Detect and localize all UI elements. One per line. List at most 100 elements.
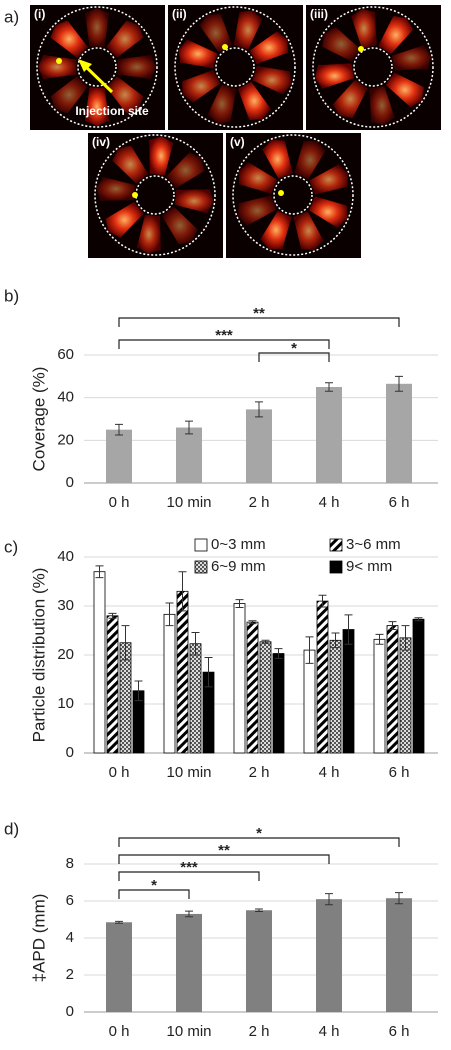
y-tick-label: 0 — [66, 1003, 74, 1020]
arrow — [82, 63, 114, 94]
error-bar — [95, 565, 104, 579]
petal — [199, 13, 233, 53]
arrow-head — [78, 59, 92, 72]
bar — [386, 898, 412, 1012]
y-tick-label: 20 — [57, 431, 74, 448]
injection-dot — [358, 46, 364, 52]
error-bar — [255, 908, 263, 913]
panel-label: c) — [4, 537, 18, 556]
legend-swatch — [194, 538, 208, 552]
image-label: (iv) — [92, 135, 110, 149]
bar — [106, 615, 119, 754]
bar — [106, 922, 132, 1012]
bar — [412, 618, 425, 754]
petal — [315, 63, 355, 89]
petal — [178, 39, 218, 69]
x-tick-label: 10 min — [166, 494, 211, 511]
petal — [106, 76, 144, 114]
panel-label: a) — [4, 7, 19, 26]
petal — [260, 210, 292, 250]
legend-label: 3~6 mm — [346, 536, 401, 553]
y-axis-label: ‡APD (mm) — [29, 894, 48, 983]
y-tick-label: 40 — [57, 548, 74, 565]
petal — [238, 162, 278, 194]
petal — [378, 15, 414, 55]
error-bar — [401, 625, 410, 651]
injection-dot — [278, 190, 284, 196]
injection-dot — [132, 192, 138, 198]
petal — [117, 54, 156, 80]
x-tick-label: 6 h — [389, 1023, 410, 1040]
x-tick-label: 6 h — [389, 764, 410, 781]
outer-ring — [36, 6, 158, 128]
petal — [238, 195, 277, 226]
legend-label: 9< mm — [346, 558, 392, 575]
petal — [149, 136, 174, 176]
outer-ring — [232, 134, 354, 256]
y-axis-label: Coverage (%) — [29, 367, 48, 472]
image-label: (iii) — [310, 7, 328, 21]
petal — [262, 140, 293, 179]
significance-bracket — [118, 339, 330, 349]
x-tick-label: 2 h — [249, 1023, 270, 1040]
petal — [233, 10, 263, 50]
bar — [163, 613, 176, 754]
x-tick-label: 2 h — [249, 494, 270, 511]
petal — [351, 9, 377, 49]
petal — [96, 176, 136, 201]
error-bar — [191, 631, 200, 656]
petal — [293, 211, 324, 250]
petal — [174, 189, 214, 214]
y-tick-label: 8 — [66, 855, 74, 872]
bar — [386, 625, 399, 754]
error-bar — [185, 420, 193, 435]
petal — [249, 31, 289, 65]
image-label: (ii) — [172, 7, 187, 21]
bar — [259, 641, 272, 754]
petal — [207, 84, 237, 124]
panel-label: b) — [4, 286, 19, 305]
legend-swatch — [329, 560, 343, 574]
significance-bracket — [118, 871, 260, 881]
annotation: Injection site — [75, 104, 149, 118]
bar — [189, 643, 202, 754]
bar — [233, 603, 246, 754]
petal — [136, 214, 161, 254]
y-tick-label: 10 — [57, 695, 74, 712]
y-tick-label: 0 — [66, 744, 74, 761]
legend-swatch — [329, 538, 343, 552]
image-label: (v) — [230, 135, 245, 149]
image-panel: (i) (ii) (iii) (iv) (v) Injection site — [30, 5, 441, 258]
bar — [386, 383, 412, 483]
inner-ring — [77, 47, 117, 87]
bar — [316, 899, 342, 1012]
petal — [38, 54, 77, 80]
x-tick-label: 0 h — [109, 1023, 130, 1040]
error-bar — [274, 648, 283, 659]
significance-bracket — [258, 352, 330, 362]
significance-label: * — [291, 340, 297, 357]
error-bar — [375, 633, 384, 645]
x-tick-label: 10 min — [166, 1023, 211, 1040]
error-bar — [331, 632, 340, 649]
bar — [176, 590, 189, 754]
inner-ring — [215, 47, 255, 87]
bar — [246, 409, 272, 483]
error-bar — [115, 423, 123, 436]
petal — [161, 206, 198, 245]
injection-dot — [56, 58, 62, 64]
error-bar — [178, 571, 187, 612]
significance-bracket — [118, 854, 330, 864]
petal — [84, 8, 110, 47]
significance-label: * — [151, 877, 157, 894]
error-bar — [115, 920, 123, 924]
error-bar — [305, 636, 314, 664]
x-tick-label: 10 min — [166, 764, 211, 781]
legend-label: 6~9 mm — [211, 558, 266, 575]
error-bar — [414, 617, 423, 622]
petal — [181, 69, 221, 103]
bar — [303, 649, 316, 754]
x-tick-label: 4 h — [319, 764, 340, 781]
image-label: (i) — [34, 7, 45, 21]
petal — [166, 152, 205, 189]
